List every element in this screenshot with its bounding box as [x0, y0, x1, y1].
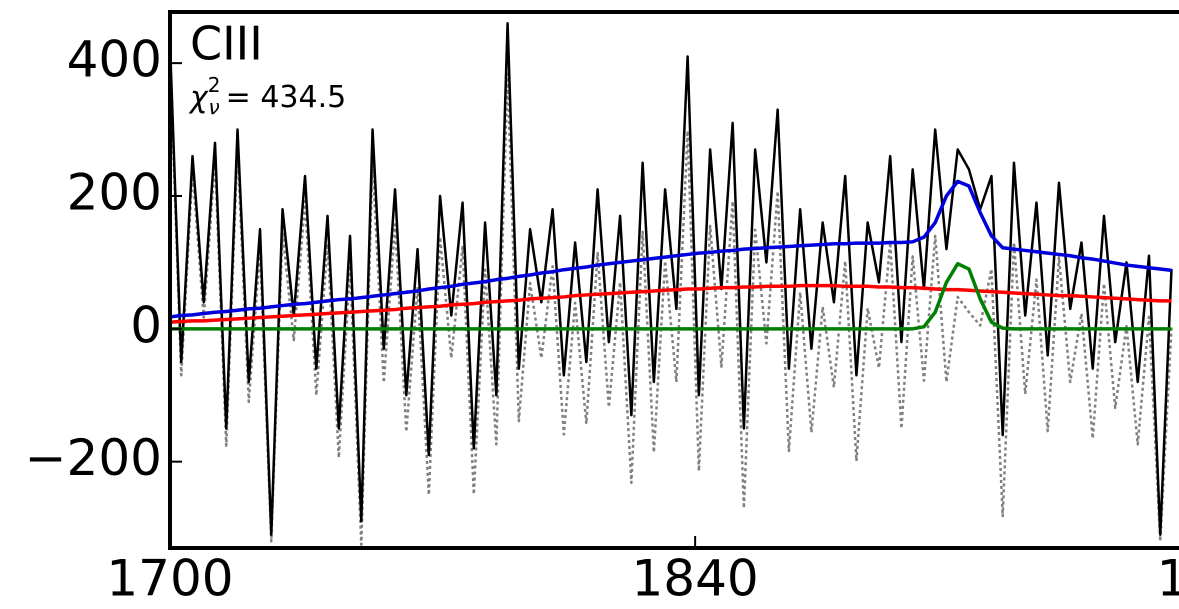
series-line	[170, 22, 1173, 536]
y-tick-label: 0	[130, 296, 162, 354]
series-line	[170, 261, 1172, 331]
series-line	[170, 179, 1172, 319]
y-tick-label: 400	[67, 31, 162, 89]
chi-symbol: χ	[188, 80, 209, 115]
y-tick-label: 200	[67, 163, 162, 221]
chi-annotation: χ2 ν = 434.5	[188, 73, 346, 119]
plot-lines	[170, 22, 1173, 546]
series-line	[170, 283, 1172, 324]
chi-value: = 434.5	[226, 80, 347, 115]
chi-sup: 2	[208, 73, 221, 97]
x-tick-label: 1980	[1157, 550, 1179, 608]
chi-sub: ν	[209, 95, 220, 119]
plot-frame	[168, 10, 1179, 550]
x-tick-label: 1840	[632, 550, 759, 608]
y-tick-label: −200	[25, 429, 162, 487]
line-label: CIII	[190, 17, 263, 71]
x-tick-label: 1700	[106, 550, 233, 608]
